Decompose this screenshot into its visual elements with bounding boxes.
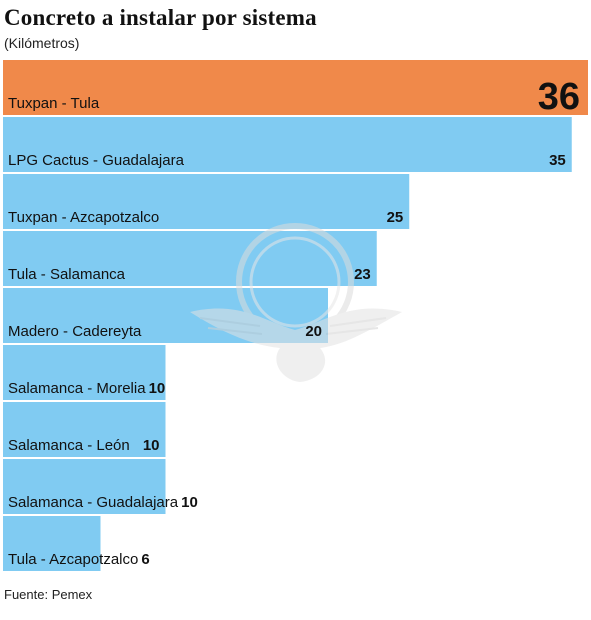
bar-value-label: 10 [181,494,198,511]
chart-title: Concreto a instalar por sistema [4,5,317,30]
bar-category-label: LPG Cactus - Guadalajara [8,152,185,169]
bar [3,231,377,286]
bar-chart: Tuxpan - Tula 36 LPG Cactus - Guadalajara 3… [3,60,588,571]
labels-group: Tuxpan - Tula 36 LPG Cactus - Guadalajara 3… [8,76,580,568]
chart-subtitle: (Kilómetros) [4,35,80,51]
bar [3,60,588,115]
bar-value-label: 10 [143,437,160,454]
bar-value-label: 23 [354,266,371,283]
bar-category-label: Tula - Azcapotzalco [8,551,138,568]
bar-category-label: Salamanca - León [8,437,130,454]
bar-category-label: Tula - Salamanca [8,266,126,283]
bar-value-label: 10 [149,380,166,397]
bar [3,345,166,400]
bar [3,117,572,172]
bar-value-label: 20 [305,323,322,340]
eagle-seal-icon [190,223,402,382]
bar-value-label: 6 [141,551,149,568]
bar-value-label: 25 [387,209,404,226]
bar-category-label: Salamanca - Morelia [8,380,146,397]
bars-group [3,60,588,571]
bar [3,516,101,571]
bar-category-label: Tuxpan - Tula [8,95,100,112]
bar-category-label: Salamanca - Guadalajara [8,494,179,511]
bar-category-label: Madero - Cadereyta [8,323,142,340]
chart-source: Fuente: Pemex [4,587,93,602]
bar-value-label: 36 [538,76,580,118]
bar [3,174,410,229]
bar [3,459,166,514]
bar [3,402,166,457]
bar-category-label: Tuxpan - Azcapotzalco [8,209,159,226]
bar-value-label: 35 [549,152,566,169]
